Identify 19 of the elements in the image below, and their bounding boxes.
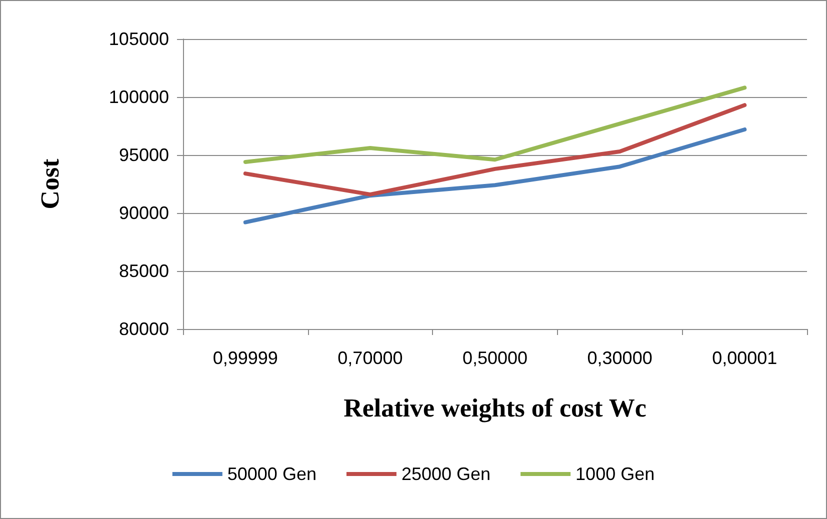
line-series: [243, 86, 747, 164]
line-series: [243, 127, 747, 224]
line-series: [243, 103, 747, 196]
x-axis-title: Relative weights of cost Wc: [344, 394, 646, 422]
x-tick-label: 0,50000: [462, 348, 528, 368]
y-tick-label: 85000: [118, 261, 169, 281]
x-tick-label: 0,70000: [338, 348, 403, 368]
legend-label: 50000 Gen: [227, 464, 316, 484]
y-tick-label: 105000: [108, 29, 169, 49]
y-tick-label: 90000: [118, 203, 169, 223]
legend-label: 25000 Gen: [401, 464, 491, 484]
y-tick-label: 80000: [118, 319, 169, 339]
x-tick-label: 0,30000: [587, 348, 652, 368]
y-axis-title: Cost: [36, 158, 64, 210]
y-tick-label: 95000: [118, 145, 169, 165]
x-tick-label: 0,99999: [212, 348, 278, 368]
x-tick-label: 0,00001: [712, 348, 778, 368]
legend-label: 1000 Gen: [576, 464, 655, 484]
y-tick-label: 100000: [108, 87, 169, 107]
